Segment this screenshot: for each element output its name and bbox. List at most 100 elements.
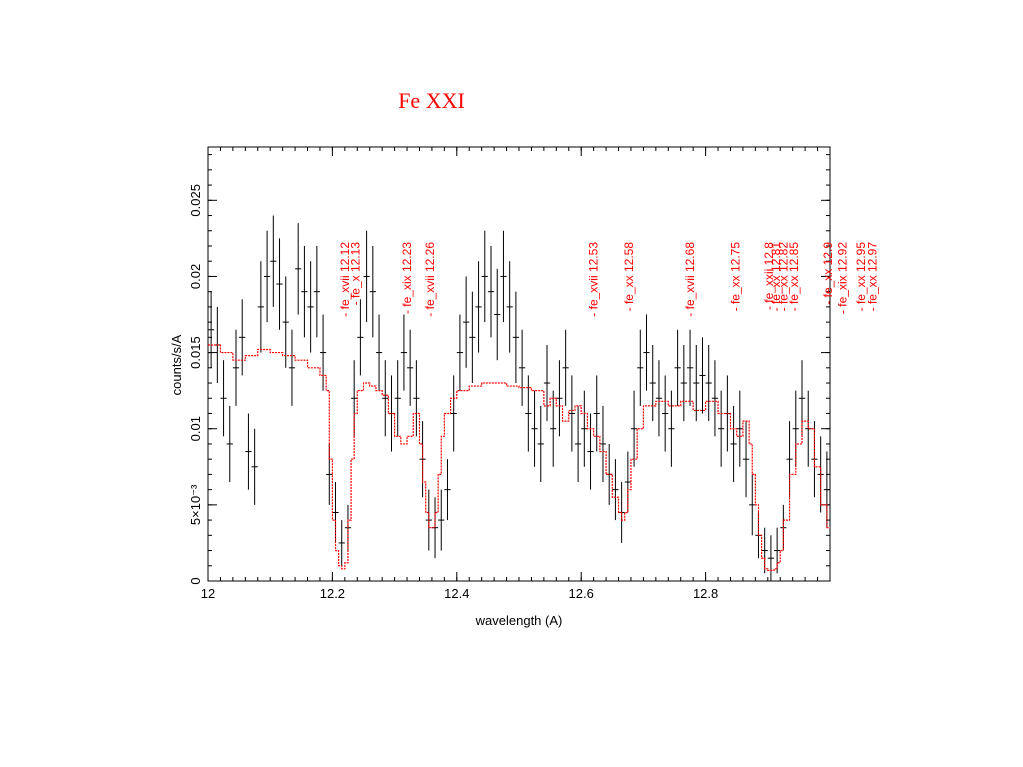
data-point xyxy=(550,390,557,467)
data-point xyxy=(394,360,401,437)
data-point xyxy=(736,390,743,467)
data-point xyxy=(655,360,663,437)
y-tick-label: 0.015 xyxy=(188,336,203,369)
data-point xyxy=(767,535,775,581)
data-point xyxy=(531,390,538,467)
line-label: - fe_xx 12.58 xyxy=(622,242,636,312)
data-series xyxy=(208,215,830,581)
y-tick-label: 0.025 xyxy=(188,184,203,217)
line-label: - fe_xx 12.85 xyxy=(787,242,801,312)
data-point xyxy=(680,344,687,422)
plot-frame xyxy=(207,146,831,582)
axis-ticks: 12 12.2 12.4 12.6 12.8 0 5×10⁻³ 0.01 0.015 0.02 0.… xyxy=(188,147,831,601)
data-point xyxy=(543,344,551,422)
line-label: - fe_x 12.13 xyxy=(348,242,362,306)
y-axis-label: counts/s/A xyxy=(169,334,184,395)
line-label: - fe_xvii 12.12 xyxy=(338,242,352,317)
data-point xyxy=(668,390,675,467)
data-point xyxy=(643,314,650,391)
data-point xyxy=(469,291,476,384)
data-point xyxy=(295,223,302,315)
data-point xyxy=(263,230,271,323)
data-point xyxy=(220,360,227,437)
data-point xyxy=(270,215,277,307)
data-point xyxy=(537,405,544,483)
slide-title: Fe XXI xyxy=(398,88,465,113)
data-point xyxy=(587,413,594,490)
data-point xyxy=(711,360,719,437)
data-point xyxy=(792,390,799,467)
line-label: - fe_xx 12.81 xyxy=(769,242,783,312)
data-point xyxy=(612,459,619,521)
data-point xyxy=(730,405,737,483)
line-label: - fe_xx 12.75 xyxy=(728,242,742,312)
data-point xyxy=(456,314,464,391)
line-label: - fe_xx 12.97 xyxy=(865,242,879,312)
data-point xyxy=(742,421,750,498)
data-point xyxy=(519,329,526,406)
data-point xyxy=(674,329,681,406)
data-point xyxy=(761,527,768,574)
data-point xyxy=(307,261,314,353)
data-point xyxy=(581,390,588,467)
data-point xyxy=(662,375,669,452)
data-point xyxy=(239,299,246,376)
model-line xyxy=(208,344,830,571)
data-point xyxy=(749,474,756,536)
data-point xyxy=(301,245,308,338)
data-point xyxy=(786,421,793,498)
data-point xyxy=(444,459,451,521)
x-axis-label: wavelength (A) xyxy=(475,613,563,628)
data-point xyxy=(494,268,501,361)
data-point xyxy=(326,443,333,505)
data-point xyxy=(438,489,445,551)
data-point xyxy=(382,360,389,437)
data-point xyxy=(630,390,638,467)
data-point xyxy=(599,405,607,483)
data-point xyxy=(208,291,215,368)
data-point xyxy=(649,344,656,422)
data-point xyxy=(686,329,694,406)
data-point xyxy=(593,375,600,452)
data-point xyxy=(718,390,725,467)
data-point xyxy=(568,375,575,452)
data-point xyxy=(512,291,519,384)
line-label: - fe_xvii 12.68 xyxy=(683,242,697,317)
x-tick-label: 12 xyxy=(201,586,215,601)
data-point xyxy=(400,314,408,391)
data-point xyxy=(525,375,532,452)
y-tick-label: 5×10⁻³ xyxy=(188,484,203,525)
line-label: - fe_xx 12.82 xyxy=(776,242,790,312)
data-point xyxy=(351,360,358,437)
data-point xyxy=(251,428,258,505)
line-label: - fe_xix 12.92 xyxy=(835,242,849,314)
data-point xyxy=(637,329,644,406)
data-point xyxy=(774,527,781,574)
data-point xyxy=(562,329,569,406)
data-point xyxy=(450,375,457,452)
data-point xyxy=(226,405,233,483)
x-tick-label: 12.2 xyxy=(320,586,345,601)
line-labels: - fe_xvii 12.12- fe_x 12.13 - fe_xix 12.2… xyxy=(338,242,879,317)
data-point xyxy=(276,238,283,330)
data-point xyxy=(481,230,488,323)
data-point xyxy=(699,337,706,414)
line-label: - fe_xvii 12.26 xyxy=(423,242,437,317)
line-label: - fe_xx 12.9 xyxy=(821,242,835,305)
data-point xyxy=(375,314,383,391)
data-point xyxy=(823,451,830,528)
line-label: - fe_xvii 12.53 xyxy=(587,242,601,317)
x-tick-label: 12.6 xyxy=(569,586,594,601)
data-point xyxy=(693,344,700,422)
y-tick-label: 0 xyxy=(188,577,203,584)
data-point xyxy=(487,245,495,338)
data-point xyxy=(257,261,264,353)
data-point xyxy=(319,314,327,391)
data-point xyxy=(288,329,296,406)
data-point xyxy=(282,276,289,368)
data-point xyxy=(556,360,563,437)
data-point xyxy=(232,329,240,406)
data-point xyxy=(407,329,414,406)
line-label: - fe_xxii 12.8 xyxy=(762,242,776,310)
